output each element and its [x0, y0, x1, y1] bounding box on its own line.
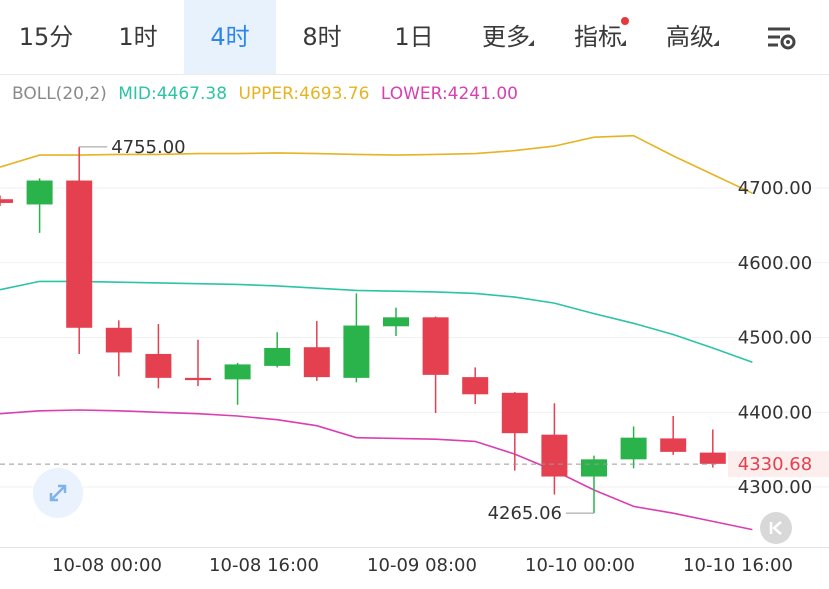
notification-dot-icon: [621, 17, 629, 25]
candle-body: [264, 347, 291, 366]
boll-legend: BOLL(20,2) MID:4467.38 UPPER:4693.76 LOW…: [12, 84, 524, 104]
boll-mid-line: [0, 280, 753, 363]
candle-body: [224, 364, 251, 380]
candle-body: [501, 392, 528, 434]
skip-to-end-icon: [769, 521, 782, 535]
current-price-tag: [728, 451, 829, 478]
candle-body: [303, 347, 330, 378]
current-price-label: 4330.68: [738, 454, 812, 475]
boll-upper-line: [0, 134, 753, 194]
boll-upper-value: UPPER:4693.76: [238, 84, 370, 104]
candle-body: [26, 180, 53, 205]
advanced-caret-icon: [713, 40, 719, 46]
x-tick-label: 10-08 16:00: [209, 555, 319, 576]
candle-body: [145, 353, 172, 378]
y-tick-label: 4600.00: [738, 253, 812, 274]
y-tick-label: 4300.00: [738, 477, 812, 498]
y-tick-label: 4400.00: [738, 402, 812, 423]
tab-advanced[interactable]: 高级: [666, 23, 714, 51]
max-price-label: 4755.00: [111, 137, 185, 158]
boll-name: BOLL(20,2): [12, 84, 107, 104]
x-tick-label: 10-08 00:00: [52, 555, 162, 576]
expand-chart-button[interactable]: [33, 468, 83, 518]
y-tick-label: 4500.00: [738, 328, 812, 349]
expand-icon: [49, 484, 67, 502]
candle-body: [383, 317, 409, 327]
jump-to-latest-button[interactable]: [760, 512, 792, 544]
boll-lower-line: [0, 409, 753, 531]
x-tick-label: 10-10 00:00: [525, 555, 635, 576]
tab-1d[interactable]: 1日: [394, 23, 434, 51]
y-tick-label: 4700.00: [738, 178, 812, 199]
tab-8h[interactable]: 8时: [302, 23, 342, 51]
candle-body: [699, 452, 726, 464]
tab-1h[interactable]: 1时: [118, 23, 158, 51]
boll-lower-value: LOWER:4241.00: [380, 84, 518, 104]
x-axis-divider: [0, 547, 829, 548]
tab-4h[interactable]: 4时: [184, 0, 276, 74]
candle-body: [541, 434, 568, 477]
candle-body: [105, 327, 132, 353]
x-tick-label: 10-09 08:00: [367, 555, 477, 576]
candle-body: [66, 180, 93, 328]
timeframe-tab-bar: 15分 1时 4时 8时 1日 更多 指标 高级: [0, 0, 829, 75]
min-price-label: 4265.06: [488, 503, 562, 524]
tab-indicators[interactable]: 指标: [574, 23, 622, 51]
boll-mid-value: MID:4467.38: [118, 84, 228, 104]
more-caret-icon: [528, 40, 534, 46]
candle-body: [620, 437, 647, 460]
candle-body: [660, 438, 687, 452]
indicators-caret-icon: [620, 40, 626, 46]
chart-settings-icon[interactable]: [760, 20, 800, 54]
candle-body: [0, 199, 13, 203]
candle-body: [343, 325, 370, 378]
tab-more[interactable]: 更多: [482, 23, 530, 51]
candle-body: [422, 317, 449, 375]
x-tick-label: 10-10 16:00: [683, 555, 793, 576]
candle-body: [185, 377, 211, 381]
candle-body: [462, 377, 489, 395]
candle-body: [581, 459, 607, 477]
tab-15min[interactable]: 15分: [18, 23, 74, 51]
